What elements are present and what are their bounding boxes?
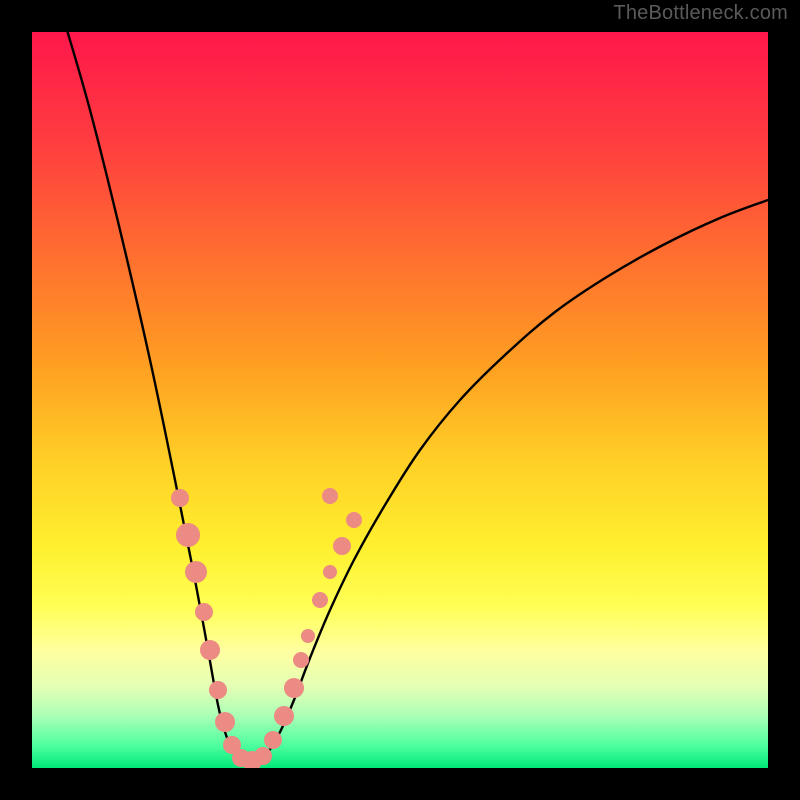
watermark-label: TheBottleneck.com <box>613 2 788 25</box>
marker-dot <box>200 640 220 660</box>
bottleneck-chart: TheBottleneck.com <box>0 0 800 800</box>
marker-dot <box>274 706 294 726</box>
marker-dot <box>171 489 189 507</box>
marker-dot <box>176 523 200 547</box>
marker-dot <box>293 652 309 668</box>
marker-dot <box>254 747 272 765</box>
marker-dot <box>264 731 282 749</box>
marker-dot <box>195 603 213 621</box>
marker-dot <box>333 537 351 555</box>
gradient-background <box>32 32 768 768</box>
marker-dot <box>322 488 338 504</box>
marker-dot <box>209 681 227 699</box>
marker-dot <box>185 561 207 583</box>
marker-dot <box>346 512 362 528</box>
marker-dot <box>312 592 328 608</box>
marker-dot <box>323 565 337 579</box>
chart-svg <box>0 0 800 800</box>
marker-dot <box>215 712 235 732</box>
marker-dot <box>301 629 315 643</box>
marker-dot <box>284 678 304 698</box>
